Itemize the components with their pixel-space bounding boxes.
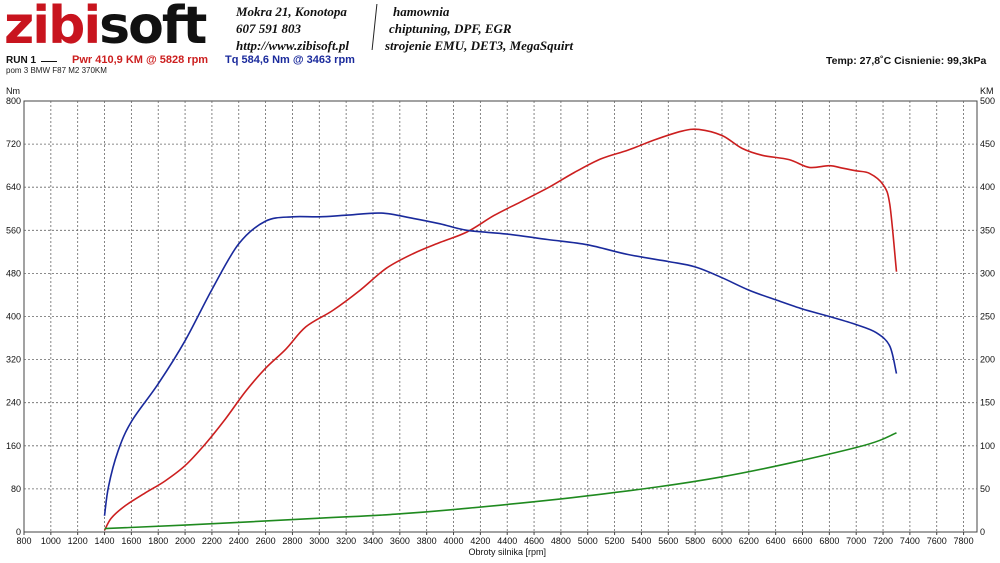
x-tick-label: 4400 bbox=[497, 536, 517, 546]
x-axis-label: Obroty silnika [rpm] bbox=[468, 547, 546, 557]
x-tick-label: 6400 bbox=[766, 536, 786, 546]
x-tick-label: 6800 bbox=[819, 536, 839, 546]
y-right-tick-label: 400 bbox=[980, 182, 995, 192]
x-tick-label: 1800 bbox=[148, 536, 168, 546]
services-block: hamownia chiptuning, DPF, EGR strojenie … bbox=[385, 3, 573, 54]
x-tick-label: 7200 bbox=[873, 536, 893, 546]
address-line: Mokra 21, Konotopa bbox=[236, 4, 347, 19]
x-tick-label: 2600 bbox=[256, 536, 276, 546]
y-left-tick-label: 400 bbox=[6, 312, 21, 322]
x-tick-label: 6200 bbox=[739, 536, 759, 546]
car-info: pom 3 BMW F87 M2 370KM bbox=[6, 66, 107, 75]
y-right-tick-label: 0 bbox=[980, 527, 985, 537]
x-tick-label: 4800 bbox=[551, 536, 571, 546]
service-line: chiptuning, DPF, EGR bbox=[389, 21, 512, 36]
x-tick-label: 3400 bbox=[363, 536, 383, 546]
y-right-tick-label: 350 bbox=[980, 225, 995, 235]
y-left-tick-label: 80 bbox=[11, 484, 21, 494]
x-tick-label: 1400 bbox=[95, 536, 115, 546]
x-tick-label: 7400 bbox=[900, 536, 920, 546]
address-block: Mokra 21, Konotopa 607 591 803 http://ww… bbox=[236, 3, 349, 54]
x-tick-label: 4200 bbox=[470, 536, 490, 546]
x-tick-label: 3800 bbox=[417, 536, 437, 546]
website-line: http://www.zibisoft.pl bbox=[236, 38, 349, 53]
y-right-tick-label: 50 bbox=[980, 484, 990, 494]
x-tick-label: 800 bbox=[16, 536, 31, 546]
legend-line-marker bbox=[41, 61, 57, 62]
x-tick-label: 4000 bbox=[444, 536, 464, 546]
service-line: strojenie EMU, DET3, MegaSquirt bbox=[385, 38, 574, 53]
x-tick-label: 5600 bbox=[658, 536, 678, 546]
x-tick-label: 2000 bbox=[175, 536, 195, 546]
y-left-tick-label: 0 bbox=[16, 527, 21, 537]
y-left-tick-label: 320 bbox=[6, 355, 21, 365]
series-line-tq bbox=[103, 212, 898, 516]
x-tick-label: 5000 bbox=[578, 536, 598, 546]
y-right-tick-label: 150 bbox=[980, 398, 995, 408]
y-right-tick-label: 100 bbox=[980, 441, 995, 451]
x-tick-label: 3600 bbox=[390, 536, 410, 546]
x-tick-label: 2200 bbox=[202, 536, 222, 546]
y-left-tick-label: 720 bbox=[6, 139, 21, 149]
y-right-tick-label: 500 bbox=[980, 96, 995, 106]
y-right-tick-label: 450 bbox=[980, 139, 995, 149]
conditions-label: Temp: 27,8˚C Cisnienie: 99,3kPa bbox=[826, 55, 987, 67]
y-right-tick-label: 250 bbox=[980, 312, 995, 322]
phone-line: 607 591 803 bbox=[236, 21, 301, 36]
series-line-pwr bbox=[103, 128, 898, 531]
x-tick-label: 6600 bbox=[792, 536, 812, 546]
x-tick-label: 7600 bbox=[927, 536, 947, 546]
y-left-axis-label: Nm bbox=[6, 86, 20, 96]
logo-part-1: zibi bbox=[4, 0, 101, 56]
y-left-tick-label: 640 bbox=[6, 182, 21, 192]
x-tick-label: 2400 bbox=[229, 536, 249, 546]
zibisoft-logo: zibisoft bbox=[4, 0, 230, 52]
x-tick-label: 3000 bbox=[309, 536, 329, 546]
run-label: RUN 1 bbox=[6, 55, 37, 66]
service-line: hamownia bbox=[393, 4, 450, 19]
y-right-tick-label: 300 bbox=[980, 268, 995, 278]
x-tick-label: 7800 bbox=[954, 536, 974, 546]
x-tick-label: 5400 bbox=[631, 536, 651, 546]
x-tick-label: 3200 bbox=[336, 536, 356, 546]
y-left-tick-label: 480 bbox=[6, 268, 21, 278]
y-left-tick-label: 160 bbox=[6, 441, 21, 451]
x-tick-label: 5800 bbox=[685, 536, 705, 546]
x-tick-label: 7000 bbox=[846, 536, 866, 546]
power-peak-label: Pwr 410,9 KM @ 5828 rpm bbox=[72, 54, 209, 66]
x-tick-label: 2800 bbox=[282, 536, 302, 546]
x-tick-label: 1000 bbox=[41, 536, 61, 546]
series-line-loss bbox=[104, 432, 897, 530]
logo-part-2: soft bbox=[99, 0, 207, 56]
y-left-tick-label: 240 bbox=[6, 398, 21, 408]
torque-peak-label: Tq 584,6 Nm @ 3463 rpm bbox=[225, 54, 355, 66]
x-tick-label: 1600 bbox=[121, 536, 141, 546]
x-tick-label: 1200 bbox=[68, 536, 88, 546]
y-left-tick-label: 560 bbox=[6, 225, 21, 235]
y-left-tick-label: 800 bbox=[6, 96, 21, 106]
x-tick-label: 4600 bbox=[524, 536, 544, 546]
y-right-tick-label: 200 bbox=[980, 355, 995, 365]
x-tick-label: 6000 bbox=[712, 536, 732, 546]
y-right-axis-label: KM bbox=[980, 86, 994, 96]
x-tick-label: 5200 bbox=[605, 536, 625, 546]
